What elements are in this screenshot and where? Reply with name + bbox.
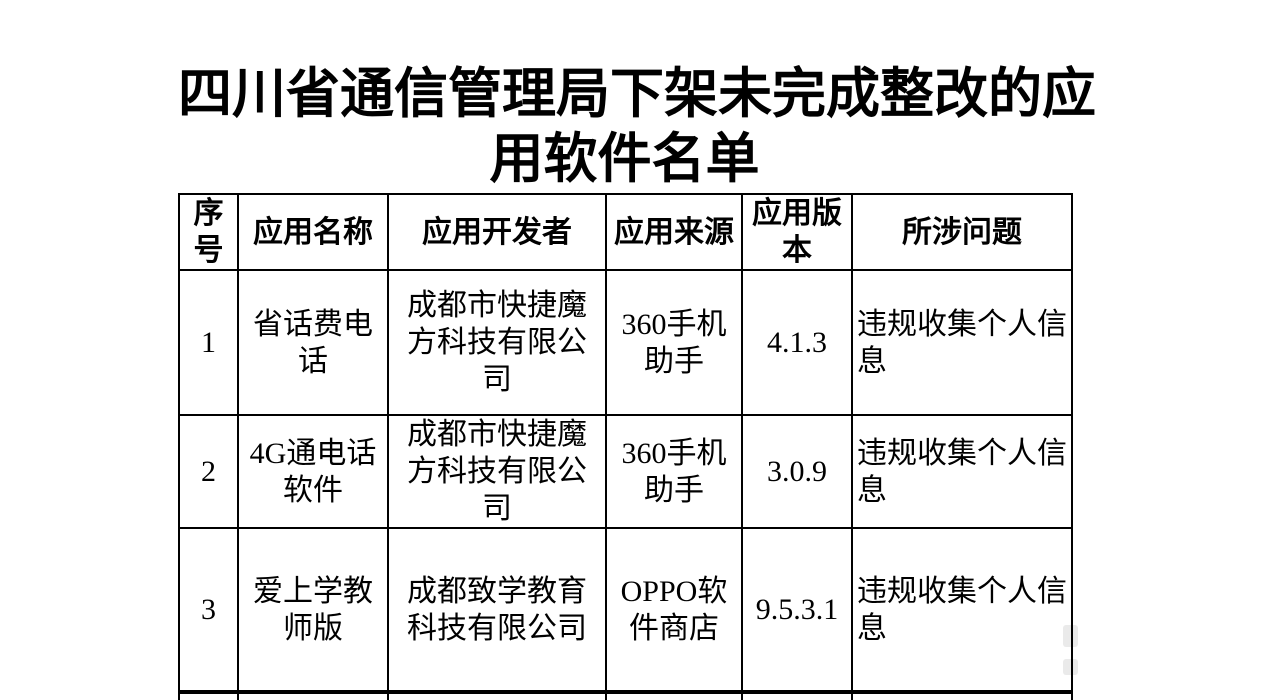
table-row-clipped: [178, 691, 1073, 700]
table-row: 3 爱上学教师版 成都致学教育科技有限公司 OPPO软件商店 9.5.3.1 违…: [178, 527, 1073, 694]
table-row: 2 4G通电话软件 成都市快捷魔方科技有限公司 360手机助手 3.0.9 违规…: [178, 414, 1073, 529]
cell-source: 360手机助手: [605, 269, 743, 416]
cell-developer: 成都市快捷魔方科技有限公司: [387, 269, 607, 416]
cell-source: OPPO软件商店: [605, 527, 743, 694]
table-header-row: 序号 应用名称 应用开发者 应用来源 应用版本 所涉问题: [178, 193, 1073, 271]
page-title: 四川省通信管理局下架未完成整改的应 用软件名单: [178, 62, 1096, 192]
cell-index: 2: [178, 414, 239, 529]
cell-source: [605, 691, 743, 700]
cell-index: 3: [178, 527, 239, 694]
cell-app-name: 省话费电话: [237, 269, 389, 416]
cell-developer: [387, 691, 607, 700]
cell-index: [178, 691, 239, 700]
cell-app-name: 爱上学教师版: [237, 527, 389, 694]
cell-version: 3.0.9: [741, 414, 853, 529]
cell-issue: [851, 691, 1073, 700]
cell-version: 9.5.3.1: [741, 527, 853, 694]
page-title-line-1: 四川省通信管理局下架未完成整改的应: [178, 64, 1096, 124]
cell-index: 1: [178, 269, 239, 416]
cell-app-name: 4G通电话软件: [237, 414, 389, 529]
col-header-index: 序号: [178, 193, 239, 271]
cell-version: [741, 691, 853, 700]
cell-issue: 违规收集个人信息: [851, 414, 1073, 529]
col-header-source: 应用来源: [605, 193, 743, 271]
cell-source: 360手机助手: [605, 414, 743, 529]
cell-issue: 违规收集个人信息: [851, 527, 1073, 694]
col-header-app-name: 应用名称: [237, 193, 389, 271]
cell-issue: 违规收集个人信息: [851, 269, 1073, 416]
page-title-line-2: 用软件名单: [489, 129, 760, 189]
cell-app-name: [237, 691, 389, 700]
col-header-version: 应用版本: [741, 193, 853, 271]
cell-version: 4.1.3: [741, 269, 853, 416]
col-header-developer: 应用开发者: [387, 193, 607, 271]
col-header-issue: 所涉问题: [851, 193, 1073, 271]
cell-developer: 成都致学教育科技有限公司: [387, 527, 607, 694]
table-row: 1 省话费电话 成都市快捷魔方科技有限公司 360手机助手 4.1.3 违规收集…: [178, 269, 1073, 416]
delisted-apps-table: 序号 应用名称 应用开发者 应用来源 应用版本 所涉问题 1 省话费电话 成都市…: [178, 193, 1073, 700]
cell-developer: 成都市快捷魔方科技有限公司: [387, 414, 607, 529]
